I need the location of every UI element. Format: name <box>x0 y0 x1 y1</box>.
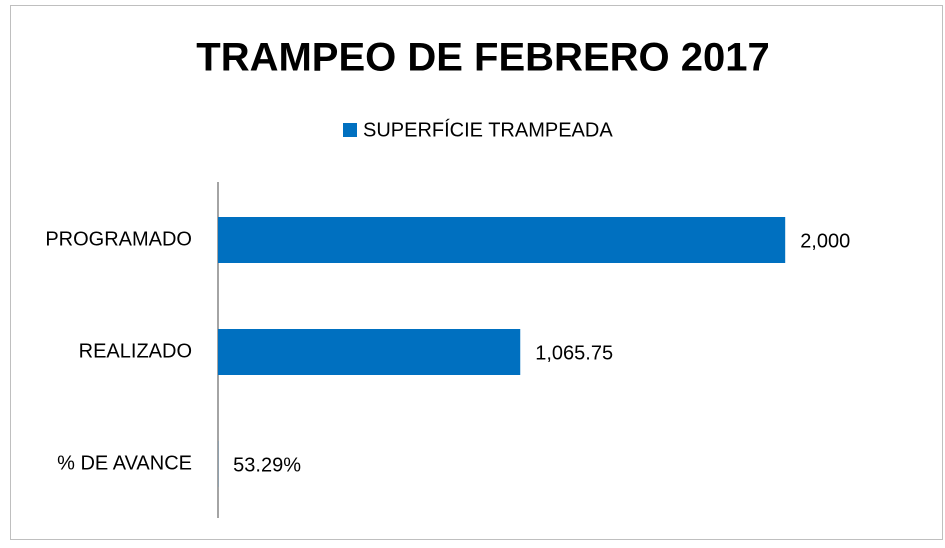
chart-title: TRAMPEO DE FEBRERO 2017 <box>196 36 769 80</box>
y-tick-label: % DE AVANCE <box>57 452 192 474</box>
bar <box>218 217 785 263</box>
y-tick-label: PROGRAMADO <box>45 228 192 250</box>
value-label: 2,000 <box>800 230 850 252</box>
legend-label: SUPERFÍCIE TRAMPEADA <box>363 118 613 141</box>
value-label: 1,065.75 <box>535 342 613 364</box>
legend-swatch <box>343 123 357 137</box>
y-tick-label: REALIZADO <box>79 340 192 362</box>
bar <box>218 329 520 375</box>
value-label: 53.29% <box>233 454 301 476</box>
